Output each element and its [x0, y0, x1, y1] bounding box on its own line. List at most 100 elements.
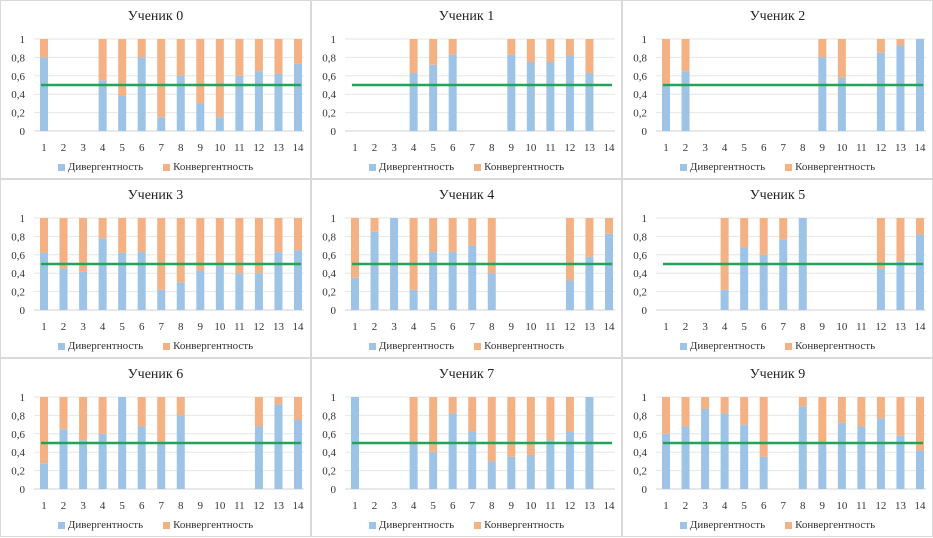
bar-divergent — [916, 450, 924, 489]
bar-convergent — [837, 397, 846, 423]
legend-label: Конвергентность — [484, 340, 565, 352]
bar-convergent — [759, 397, 768, 457]
chart-svg: 00,20,40,60,811 2 3 4 5 6 7 8 9 10 11 12 13 14 — [322, 392, 615, 512]
y-tick-label: 1 — [20, 392, 26, 404]
bar-divergent — [254, 273, 263, 310]
legend-item-divergent: Дивергентность — [679, 161, 765, 173]
bar-convergent — [876, 218, 885, 269]
bar-convergent — [59, 397, 68, 430]
bar-convergent — [720, 218, 729, 290]
bar-convergent — [818, 39, 827, 58]
legend-swatch — [368, 521, 376, 529]
bar-convergent — [235, 39, 244, 76]
bar-divergent — [468, 245, 477, 310]
x-tick-label: 5 — [430, 321, 436, 333]
bar-divergent — [157, 443, 166, 489]
bar-divergent — [274, 404, 283, 489]
bar-convergent — [429, 397, 438, 453]
y-tick-label: 0,2 — [633, 108, 647, 120]
x-tick-label: 4 — [411, 321, 417, 333]
bar-convergent — [254, 218, 263, 274]
bar-divergent — [585, 256, 594, 310]
bar-divergent — [605, 233, 613, 310]
legend-swatch — [785, 163, 793, 171]
x-tick-label: 13 — [584, 321, 596, 333]
chart-svg: 00,20,40,60,811 2 3 4 5 6 7 8 9 10 11 12 13 14 — [11, 34, 304, 154]
legend-item-convergent: Конвергентность — [474, 161, 564, 173]
x-tick-label: 13 — [895, 321, 907, 333]
bar-convergent — [818, 397, 827, 443]
x-tick-label: 2 — [683, 321, 689, 333]
x-tick-label: 14 — [293, 321, 305, 333]
bar-divergent — [137, 426, 146, 489]
bar-divergent — [526, 454, 535, 489]
x-tick-label: 5 — [119, 500, 125, 512]
x-tick-label: 2 — [61, 142, 67, 154]
y-tick-label: 0,8 — [322, 52, 336, 64]
x-tick-label: 9 — [198, 321, 204, 333]
x-tick-label: 9 — [509, 500, 515, 512]
chart-title: Ученик 7 — [438, 367, 495, 382]
bar-convergent — [720, 397, 729, 414]
x-tick-label: 1 — [663, 321, 669, 333]
x-tick-label: 3 — [391, 142, 397, 154]
x-tick-label: 4 — [722, 142, 728, 154]
x-tick-label: 12 — [253, 142, 264, 154]
bar-divergent — [429, 452, 438, 489]
x-tick-label: 6 — [139, 500, 145, 512]
y-tick-label: 0,4 — [11, 447, 25, 459]
legend-swatch — [163, 342, 171, 350]
x-tick-label: 12 — [253, 321, 264, 333]
bar-divergent — [740, 424, 749, 489]
bar-convergent — [40, 39, 48, 58]
chart-title: Ученик 3 — [127, 188, 184, 203]
bar-convergent — [254, 397, 263, 427]
x-tick-label: 2 — [372, 321, 378, 333]
x-tick-label: 3 — [391, 500, 397, 512]
x-tick-label: 14 — [915, 500, 927, 512]
bar-divergent — [546, 440, 555, 489]
bar-divergent — [526, 62, 535, 131]
y-tick-label: 1 — [331, 392, 337, 404]
chart-panel-5: Ученик 5 0 0,2 0,4 0,6 0,8 1 1 2 3 4 5 6 7 8 9 10 11 12 13 1… — [622, 179, 933, 358]
x-tick-label: 7 — [780, 500, 786, 512]
legend-swatch — [368, 163, 376, 171]
legend-label: Дивергентность — [378, 340, 455, 352]
x-tick-label: 13 — [584, 142, 596, 154]
bar-convergent — [274, 39, 283, 74]
legend-item-divergent: Дивергентность — [57, 161, 143, 173]
x-tick-label: 2 — [61, 500, 67, 512]
x-tick-label: 12 — [875, 142, 886, 154]
x-tick-label: 1 — [663, 500, 669, 512]
bar-divergent — [681, 426, 690, 489]
bar-convergent — [409, 218, 418, 290]
bar-divergent — [681, 71, 690, 131]
x-tick-label: 8 — [489, 321, 495, 333]
bar-convergent — [448, 218, 457, 253]
x-tick-label: 13 — [895, 500, 907, 512]
legend-label: Дивергентность — [67, 519, 144, 531]
y-tick-label: 0,4 — [322, 447, 336, 459]
bar-divergent — [448, 252, 457, 310]
legend-label: Дивергентность — [67, 340, 144, 352]
legend: Дивергентность Конвергентность — [312, 161, 621, 173]
x-tick-label: 1 — [352, 500, 358, 512]
x-tick-label: 4 — [100, 500, 106, 512]
x-tick-label: 1 — [41, 321, 47, 333]
bar-convergent — [294, 39, 302, 64]
x-tick-label: 8 — [178, 500, 184, 512]
x-tick-label: 3 — [391, 321, 397, 333]
bar-divergent — [701, 408, 710, 489]
x-tick-label: 14 — [293, 500, 305, 512]
y-tick-label: 0 — [20, 484, 26, 496]
x-tick-label: 11 — [856, 500, 867, 512]
bar-divergent — [40, 252, 48, 310]
bar-divergent — [215, 265, 224, 310]
x-tick-label: 6 — [450, 321, 456, 333]
bar-divergent — [294, 420, 302, 489]
x-tick-label: 6 — [761, 500, 767, 512]
y-tick-label: 0 — [20, 305, 26, 317]
y-tick-label: 0 — [331, 126, 337, 138]
bar-divergent — [79, 271, 88, 310]
bar-divergent — [759, 456, 768, 489]
